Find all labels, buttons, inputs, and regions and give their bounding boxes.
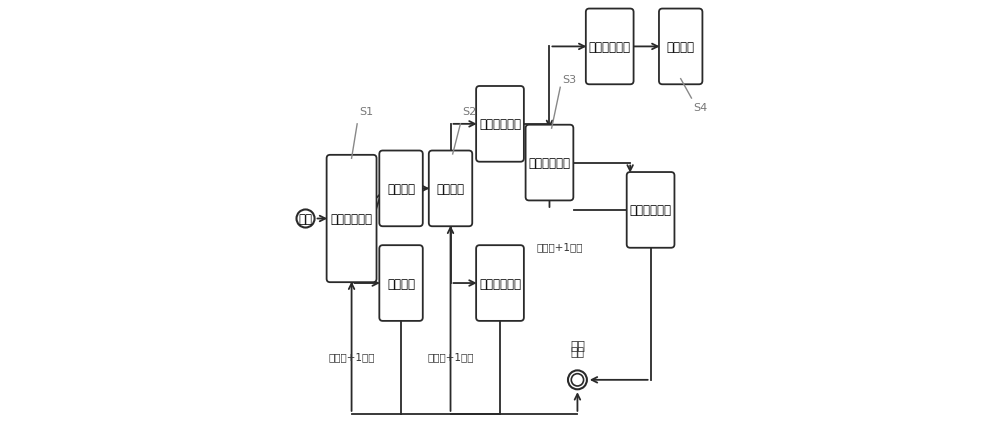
Text: S2: S2 bbox=[462, 107, 476, 117]
FancyBboxPatch shape bbox=[327, 155, 377, 283]
Circle shape bbox=[297, 210, 315, 228]
Text: 计数器+1重试: 计数器+1重试 bbox=[427, 351, 474, 361]
Text: 会话密钥分配: 会话密钥分配 bbox=[528, 157, 570, 170]
Text: 计数器+1重试: 计数器+1重试 bbox=[537, 242, 583, 252]
Text: 失败: 失败 bbox=[570, 339, 585, 352]
Text: 检查完成: 检查完成 bbox=[387, 183, 415, 195]
FancyBboxPatch shape bbox=[379, 151, 423, 227]
Text: 检查失败: 检查失败 bbox=[387, 277, 415, 290]
FancyBboxPatch shape bbox=[476, 87, 524, 162]
Text: 密钥分配完成: 密钥分配完成 bbox=[589, 41, 631, 54]
Circle shape bbox=[568, 371, 587, 389]
FancyBboxPatch shape bbox=[586, 10, 634, 85]
FancyBboxPatch shape bbox=[526, 125, 573, 201]
Text: 安全通信: 安全通信 bbox=[667, 41, 695, 54]
Text: 密钥分配失败: 密钥分配失败 bbox=[630, 204, 672, 217]
Text: 时钟同步完成: 时钟同步完成 bbox=[479, 118, 521, 131]
Text: S3: S3 bbox=[562, 74, 577, 85]
Text: 失败: 失败 bbox=[570, 346, 584, 359]
FancyBboxPatch shape bbox=[627, 173, 674, 248]
Text: 时钟同步失败: 时钟同步失败 bbox=[479, 277, 521, 290]
Circle shape bbox=[571, 374, 584, 386]
FancyBboxPatch shape bbox=[379, 246, 423, 321]
Text: S1: S1 bbox=[359, 107, 373, 117]
FancyBboxPatch shape bbox=[659, 10, 702, 85]
Text: 计数器+1重试: 计数器+1重试 bbox=[328, 351, 375, 361]
FancyBboxPatch shape bbox=[476, 246, 524, 321]
Text: S4: S4 bbox=[694, 102, 708, 113]
Text: 安全启动检查: 安全启动检查 bbox=[331, 212, 373, 226]
Text: 时钟同步: 时钟同步 bbox=[437, 183, 465, 195]
Text: 开始: 开始 bbox=[299, 212, 313, 226]
FancyBboxPatch shape bbox=[429, 151, 472, 227]
